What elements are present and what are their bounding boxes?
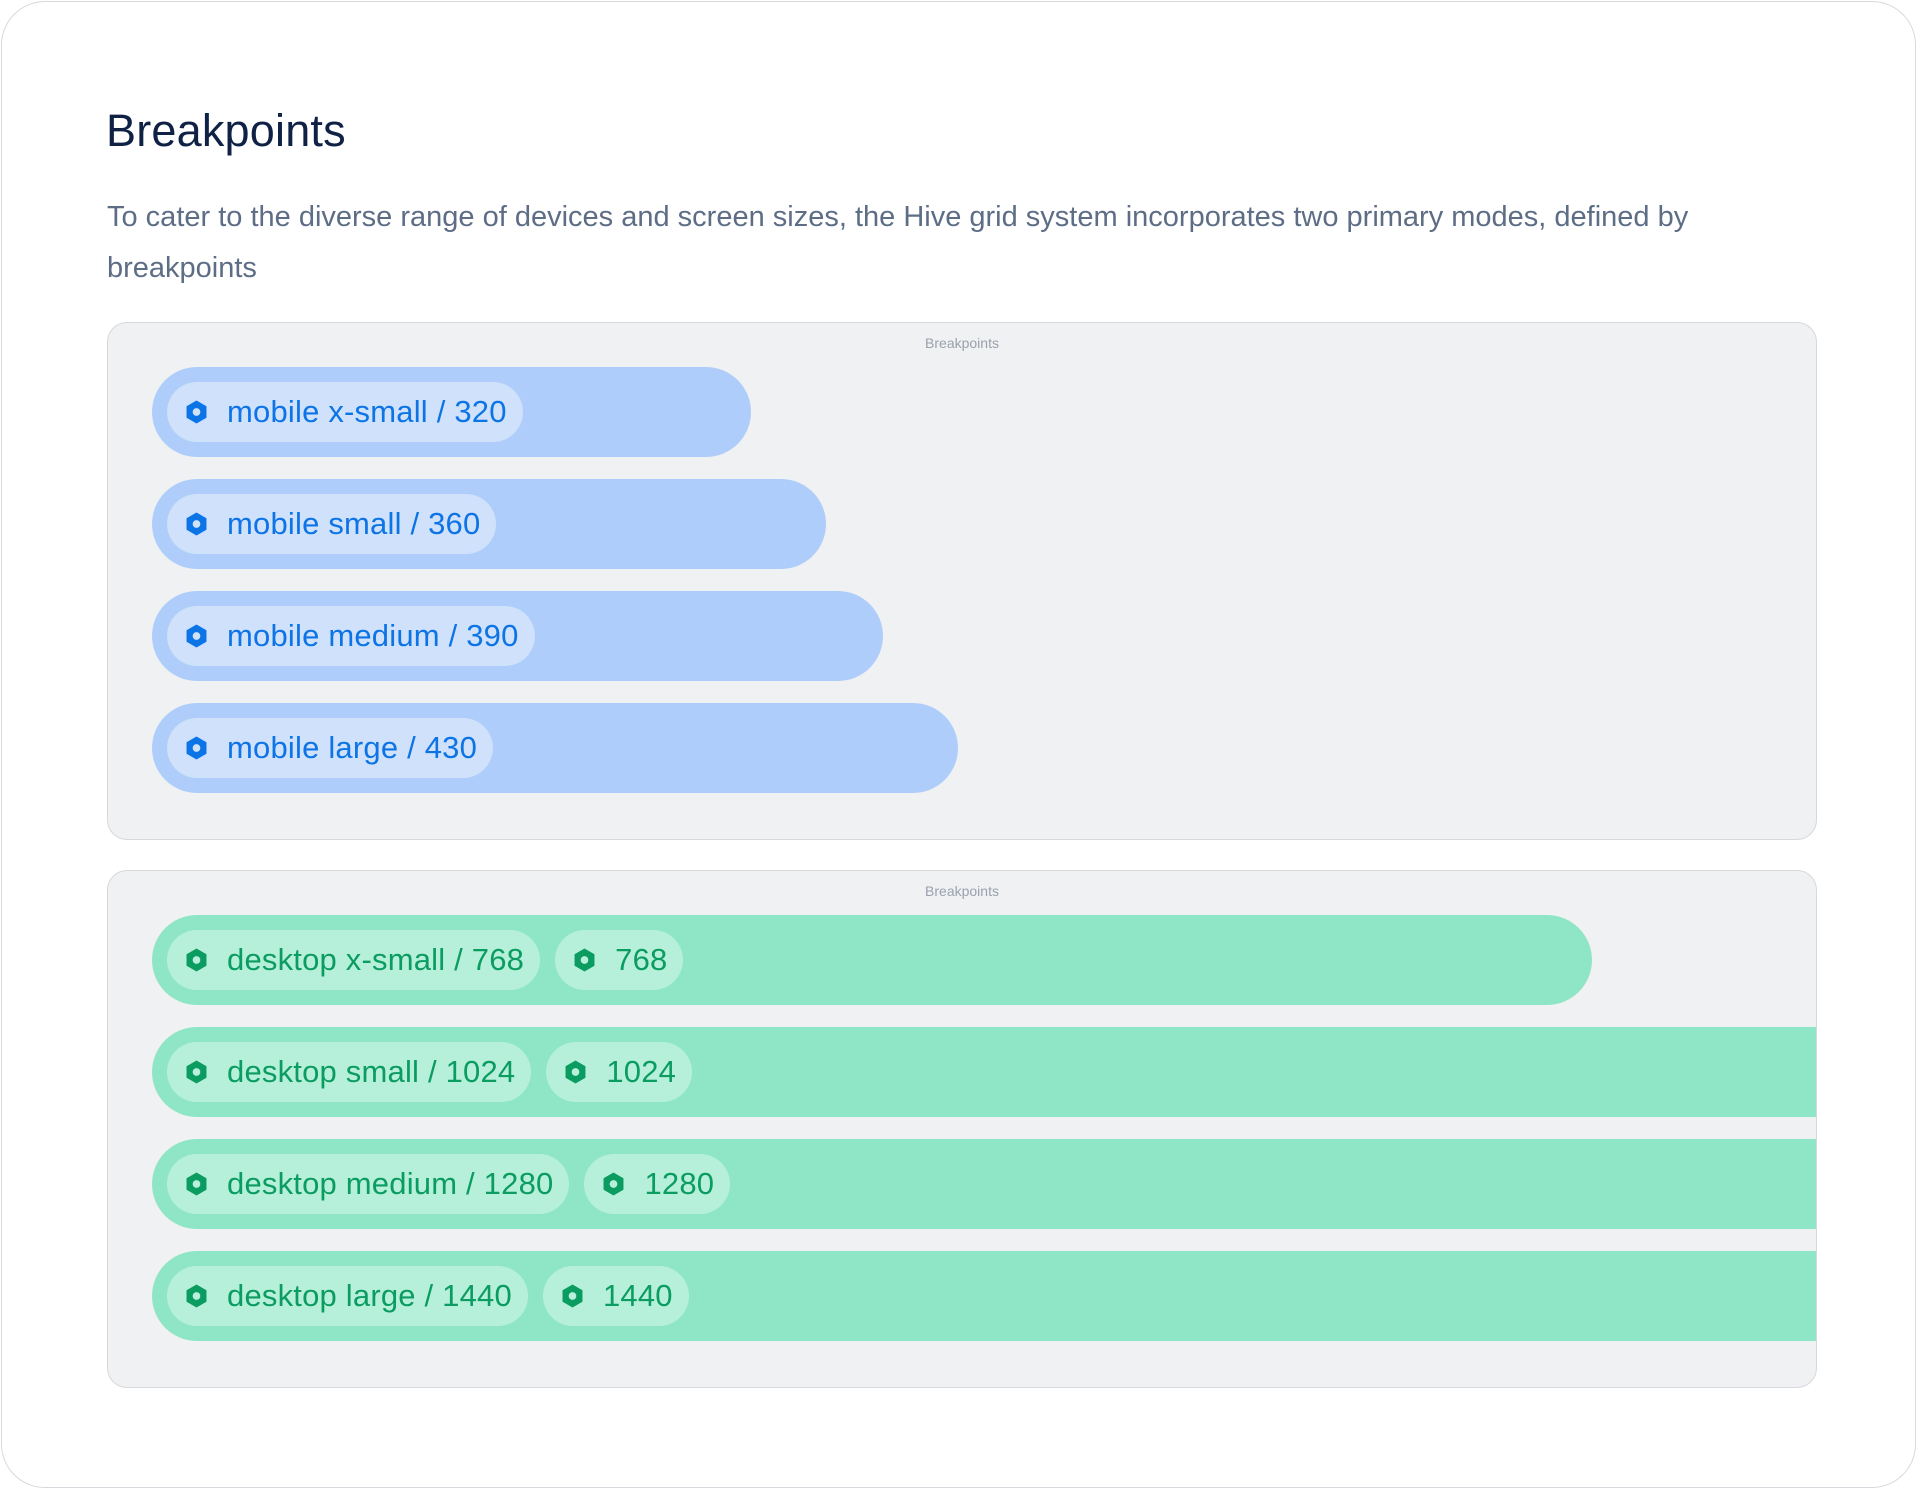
hexagon-icon bbox=[185, 947, 208, 973]
breakpoint-value-chip[interactable]: 1440 bbox=[542, 1266, 689, 1326]
desktop-medium-bar[interactable]: desktop medium / 1280 1280 bbox=[152, 1139, 1816, 1229]
breakpoint-value-chip[interactable]: 1280 bbox=[584, 1154, 731, 1214]
breakpoint-value-chip[interactable]: 768 bbox=[555, 930, 684, 990]
page-description: To cater to the diverse range of devices… bbox=[107, 201, 1689, 284]
hexagon-icon bbox=[185, 1283, 208, 1309]
desktop-x-small-bar[interactable]: desktop x-small / 768 768 bbox=[152, 915, 1592, 1005]
breakpoint-chip[interactable]: mobile x-small / 320 bbox=[167, 382, 523, 442]
hexagon-icon bbox=[561, 1283, 584, 1309]
breakpoint-chip[interactable]: mobile medium / 390 bbox=[167, 606, 535, 666]
breakpoint-label: mobile x-small / 320 bbox=[227, 394, 507, 429]
breakpoint-value: 768 bbox=[615, 942, 668, 977]
mobile-small-bar[interactable]: mobile small / 360 bbox=[152, 479, 826, 569]
breakpoint-label: desktop large / 1440 bbox=[227, 1278, 512, 1313]
desktop-breakpoints-frame: Breakpoints desktop x-small / 768 768 de… bbox=[107, 870, 1817, 1388]
breakpoint-label: desktop small / 1024 bbox=[227, 1054, 516, 1089]
breakpoint-chip[interactable]: desktop x-small / 768 bbox=[167, 930, 541, 990]
breakpoint-value: 1440 bbox=[602, 1278, 673, 1313]
mobile-breakpoints-frame: Breakpoints mobile x-small / 320 mobile … bbox=[107, 322, 1817, 840]
breakpoint-label: mobile large / 430 bbox=[227, 730, 478, 765]
hexagon-icon bbox=[602, 1171, 625, 1197]
breakpoint-value: 1280 bbox=[644, 1166, 715, 1201]
breakpoint-chip[interactable]: mobile small / 360 bbox=[167, 494, 497, 554]
breakpoint-label: mobile small / 360 bbox=[227, 506, 481, 541]
hexagon-icon bbox=[185, 399, 208, 425]
breakpoint-label: mobile medium / 390 bbox=[227, 618, 519, 653]
frame-label: Breakpoints bbox=[925, 335, 999, 351]
breakpoint-label: desktop medium / 1280 bbox=[227, 1166, 554, 1201]
breakpoint-label: desktop x-small / 768 bbox=[227, 942, 525, 977]
mobile-large-bar[interactable]: mobile large / 430 bbox=[152, 703, 958, 793]
breakpoint-value: 1024 bbox=[606, 1054, 677, 1089]
breakpoint-chip[interactable]: desktop small / 1024 bbox=[167, 1042, 532, 1102]
breakpoint-value-chip[interactable]: 1024 bbox=[546, 1042, 693, 1102]
desktop-large-bar[interactable]: desktop large / 1440 1440 bbox=[152, 1251, 1816, 1341]
hexagon-icon bbox=[185, 735, 208, 761]
mobile-x-small-bar[interactable]: mobile x-small / 320 bbox=[152, 367, 751, 457]
mobile-medium-bar[interactable]: mobile medium / 390 bbox=[152, 591, 883, 681]
breakpoint-chip[interactable]: desktop large / 1440 bbox=[167, 1266, 528, 1326]
hexagon-icon bbox=[185, 623, 208, 649]
breakpoint-chip[interactable]: desktop medium / 1280 bbox=[167, 1154, 570, 1214]
hexagon-icon bbox=[185, 511, 208, 537]
frame-label: Breakpoints bbox=[925, 883, 999, 899]
breakpoint-chip[interactable]: mobile large / 430 bbox=[167, 718, 494, 778]
page-title: Breakpoints bbox=[106, 105, 346, 156]
hexagon-icon bbox=[573, 947, 596, 973]
hexagon-icon bbox=[185, 1171, 208, 1197]
desktop-small-bar[interactable]: desktop small / 1024 1024 bbox=[152, 1027, 1816, 1117]
hexagon-icon bbox=[564, 1059, 587, 1085]
hexagon-icon bbox=[185, 1059, 208, 1085]
